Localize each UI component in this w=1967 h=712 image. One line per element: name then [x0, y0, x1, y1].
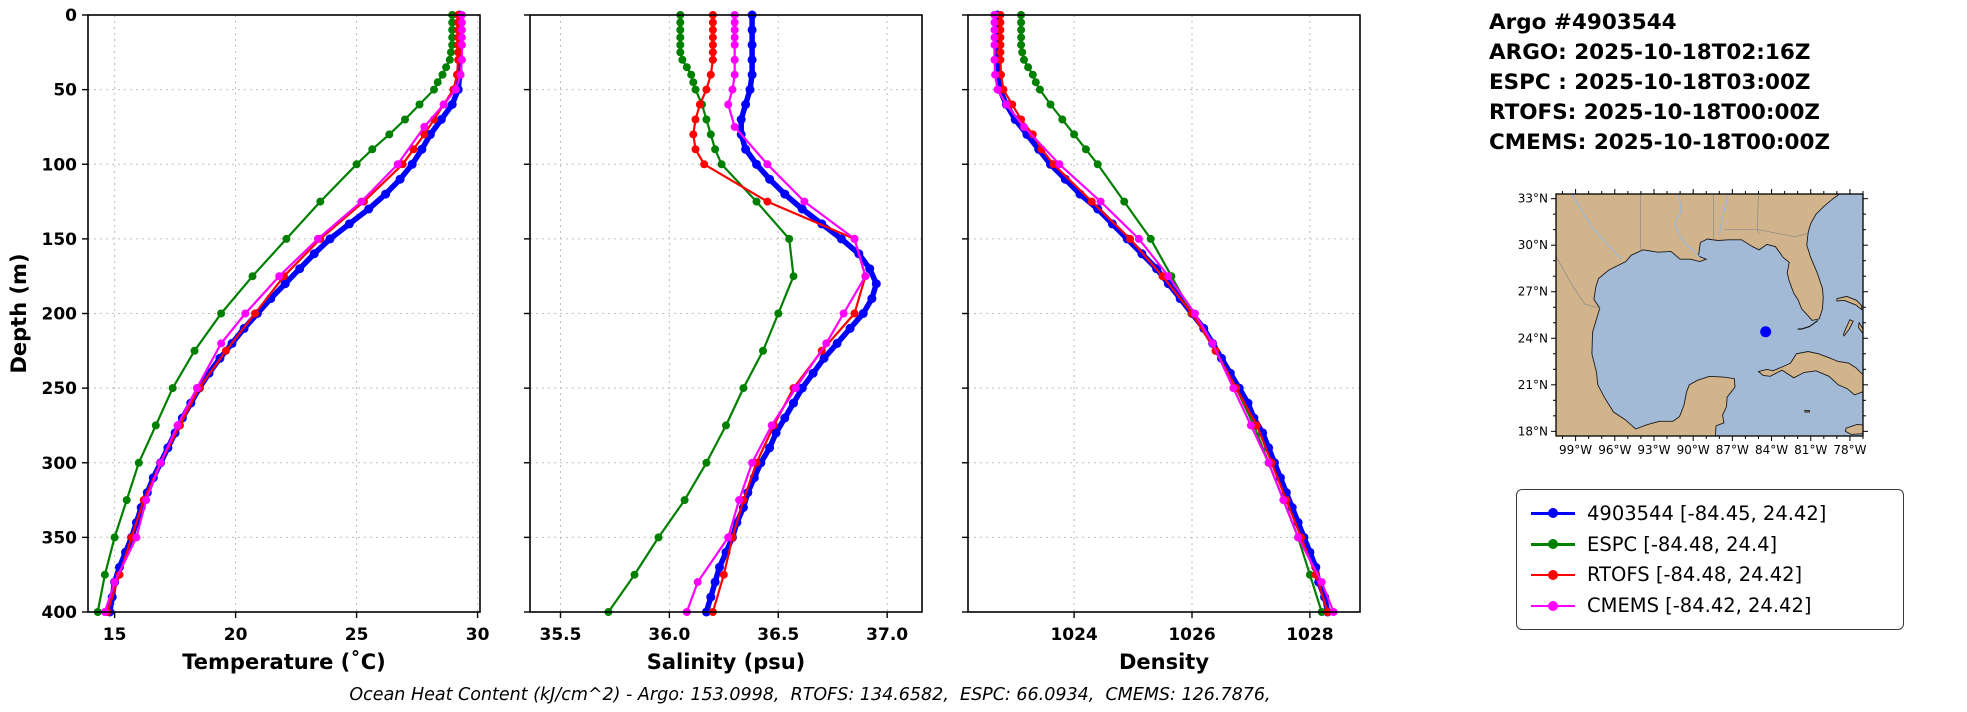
svg-text:96°W: 96°W	[1598, 443, 1631, 457]
svg-text:400: 400	[42, 603, 78, 623]
argo-line-marker-icon	[1531, 507, 1575, 519]
rtofs-line-marker-icon	[1531, 569, 1575, 581]
map-land	[1857, 321, 1863, 335]
map-frame	[1555, 193, 1864, 437]
argo-timestamp-line: ARGO: 2025-10-18T02:16Z	[1489, 40, 1811, 65]
location-map: 99°W 96°W 93°W 90°W 87°W 84°W 81°W 78°W 18°N 21°N…	[1518, 189, 1868, 457]
svg-text:100: 100	[42, 155, 78, 175]
svg-text:37.0: 37.0	[866, 625, 908, 645]
svg-text:15: 15	[103, 625, 127, 645]
x-axis-ticks: 1024 1026 1028	[1050, 612, 1334, 645]
depth-axis-label: Depth (m)	[7, 253, 31, 373]
svg-text:90°W: 90°W	[1677, 443, 1710, 457]
svg-text:36.5: 36.5	[757, 625, 799, 645]
svg-text:81°W: 81°W	[1794, 443, 1827, 457]
svg-text:350: 350	[42, 528, 78, 548]
svg-text:200: 200	[42, 305, 78, 325]
espc-timestamp-line: ESPC : 2025-10-18T03:00Z	[1489, 70, 1811, 95]
legend-label-cmems: CMEMS [-84.42, 24.42]	[1587, 594, 1812, 618]
series-cmems-line	[103, 13, 463, 614]
svg-text:18°N: 18°N	[1518, 424, 1548, 438]
series-espc-line	[1020, 13, 1323, 614]
svg-text:27°N: 27°N	[1518, 285, 1548, 299]
legend-label-espc: ESPC [-84.48, 24.4]	[1587, 532, 1778, 556]
legend-item-rtofs: RTOFS [-84.48, 24.42]	[1531, 563, 1889, 586]
map-land-group	[1556, 194, 1863, 436]
series-argo-markers	[105, 10, 465, 617]
series-rtofs-markers	[103, 11, 463, 616]
legend-label-rtofs: RTOFS [-84.48, 24.42]	[1587, 563, 1803, 587]
svg-text:78°W: 78°W	[1833, 443, 1866, 457]
state-border-line	[1556, 255, 1600, 309]
legend: 4903544 [-84.45, 24.42] ESPC [-84.48, 24…	[1516, 489, 1904, 630]
florida-keys-line	[1797, 319, 1819, 330]
svg-text:30°N: 30°N	[1518, 238, 1548, 252]
river-line	[1571, 194, 1622, 260]
svg-text:0: 0	[65, 6, 77, 26]
svg-text:1028: 1028	[1286, 625, 1333, 645]
svg-text:93°W: 93°W	[1637, 443, 1670, 457]
map-lon-labels: 99°W 96°W 93°W 90°W 87°W 84°W 81°W 78°W	[1559, 443, 1867, 457]
map-land	[1804, 409, 1810, 413]
ohc-footnote: Ocean Heat Content (kJ/cm^2) - Argo: 153…	[349, 685, 1271, 705]
map-lat-labels: 18°N 21°N 24°N 27°N 30°N 33°N	[1518, 192, 1548, 439]
svg-text:99°W: 99°W	[1559, 443, 1592, 457]
svg-text:20: 20	[224, 625, 248, 645]
x-axis-ticks: 35.5 36.0 36.5 37.0	[540, 612, 908, 645]
svg-text:30: 30	[466, 625, 490, 645]
density-axis-title: Density	[1119, 650, 1209, 674]
state-border-line	[1758, 229, 1807, 238]
series-cmems-line	[993, 13, 1335, 614]
svg-text:87°W: 87°W	[1716, 443, 1749, 457]
cmems-line-marker-icon	[1531, 600, 1575, 612]
depth-axis-ticks: 0 50 100 150 200 250 300 350 400	[42, 6, 88, 623]
map-land	[1836, 295, 1863, 311]
svg-text:50: 50	[53, 81, 77, 101]
svg-text:35.5: 35.5	[540, 625, 582, 645]
float-position-marker	[1760, 326, 1772, 338]
depth-axis-ticks	[524, 14, 530, 613]
svg-text:250: 250	[42, 379, 78, 399]
page-title: Argo #4903544	[1489, 10, 1677, 35]
series-cmems-markers	[682, 11, 870, 616]
svg-text:150: 150	[42, 230, 78, 250]
temperature-axis-title: Temperature (˚C)	[182, 650, 385, 674]
profile-plots: 15 20 25 30050100150200250300350400Temperat…	[7, 6, 1361, 674]
depth-axis-ticks	[962, 14, 968, 613]
map-land	[1556, 194, 1841, 436]
svg-text:1024: 1024	[1050, 625, 1097, 645]
svg-text:84°W: 84°W	[1755, 443, 1788, 457]
espc-line-marker-icon	[1531, 538, 1575, 550]
series-cmems-markers	[990, 11, 1338, 616]
svg-text:33°N: 33°N	[1518, 192, 1548, 206]
x-axis-ticks: 15 20 25 30	[103, 612, 490, 645]
river-line	[1718, 194, 1729, 236]
temperature-panel: 15 20 25 30050100150200250300350400Temperat…	[42, 6, 490, 674]
legend-item-cmems: CMEMS [-84.42, 24.42]	[1531, 594, 1889, 617]
density-panel: 1024 1026 1028 Density	[962, 10, 1361, 674]
svg-text:24°N: 24°N	[1518, 331, 1548, 345]
series-espc-markers	[1017, 11, 1326, 616]
series-cmems-markers	[100, 11, 466, 616]
map-land	[1757, 351, 1863, 396]
map-land	[1844, 423, 1863, 435]
svg-text:36.0: 36.0	[648, 625, 690, 645]
salinity-panel: 35.5 36.0 36.5 37.0 Salinity (psu)	[524, 10, 923, 674]
header-info: Argo #4903544 ARGO: 2025-10-18T02:16Z ES…	[1489, 10, 1830, 160]
rtofs-timestamp-line: RTOFS: 2025-10-18T00:00Z	[1489, 100, 1821, 125]
svg-text:25: 25	[345, 625, 369, 645]
salinity-axis-title: Salinity (psu)	[647, 650, 806, 674]
svg-text:300: 300	[42, 454, 78, 474]
river-line	[1674, 194, 1701, 259]
map-land	[1842, 319, 1854, 337]
svg-text:21°N: 21°N	[1518, 378, 1548, 392]
cmems-timestamp-line: CMEMS: 2025-10-18T00:00Z	[1489, 130, 1831, 155]
legend-item-espc: ESPC [-84.48, 24.4]	[1531, 533, 1889, 556]
legend-item-argo: 4903544 [-84.45, 24.42]	[1531, 502, 1889, 525]
svg-text:1026: 1026	[1168, 625, 1215, 645]
legend-label-argo: 4903544 [-84.45, 24.42]	[1587, 501, 1827, 525]
